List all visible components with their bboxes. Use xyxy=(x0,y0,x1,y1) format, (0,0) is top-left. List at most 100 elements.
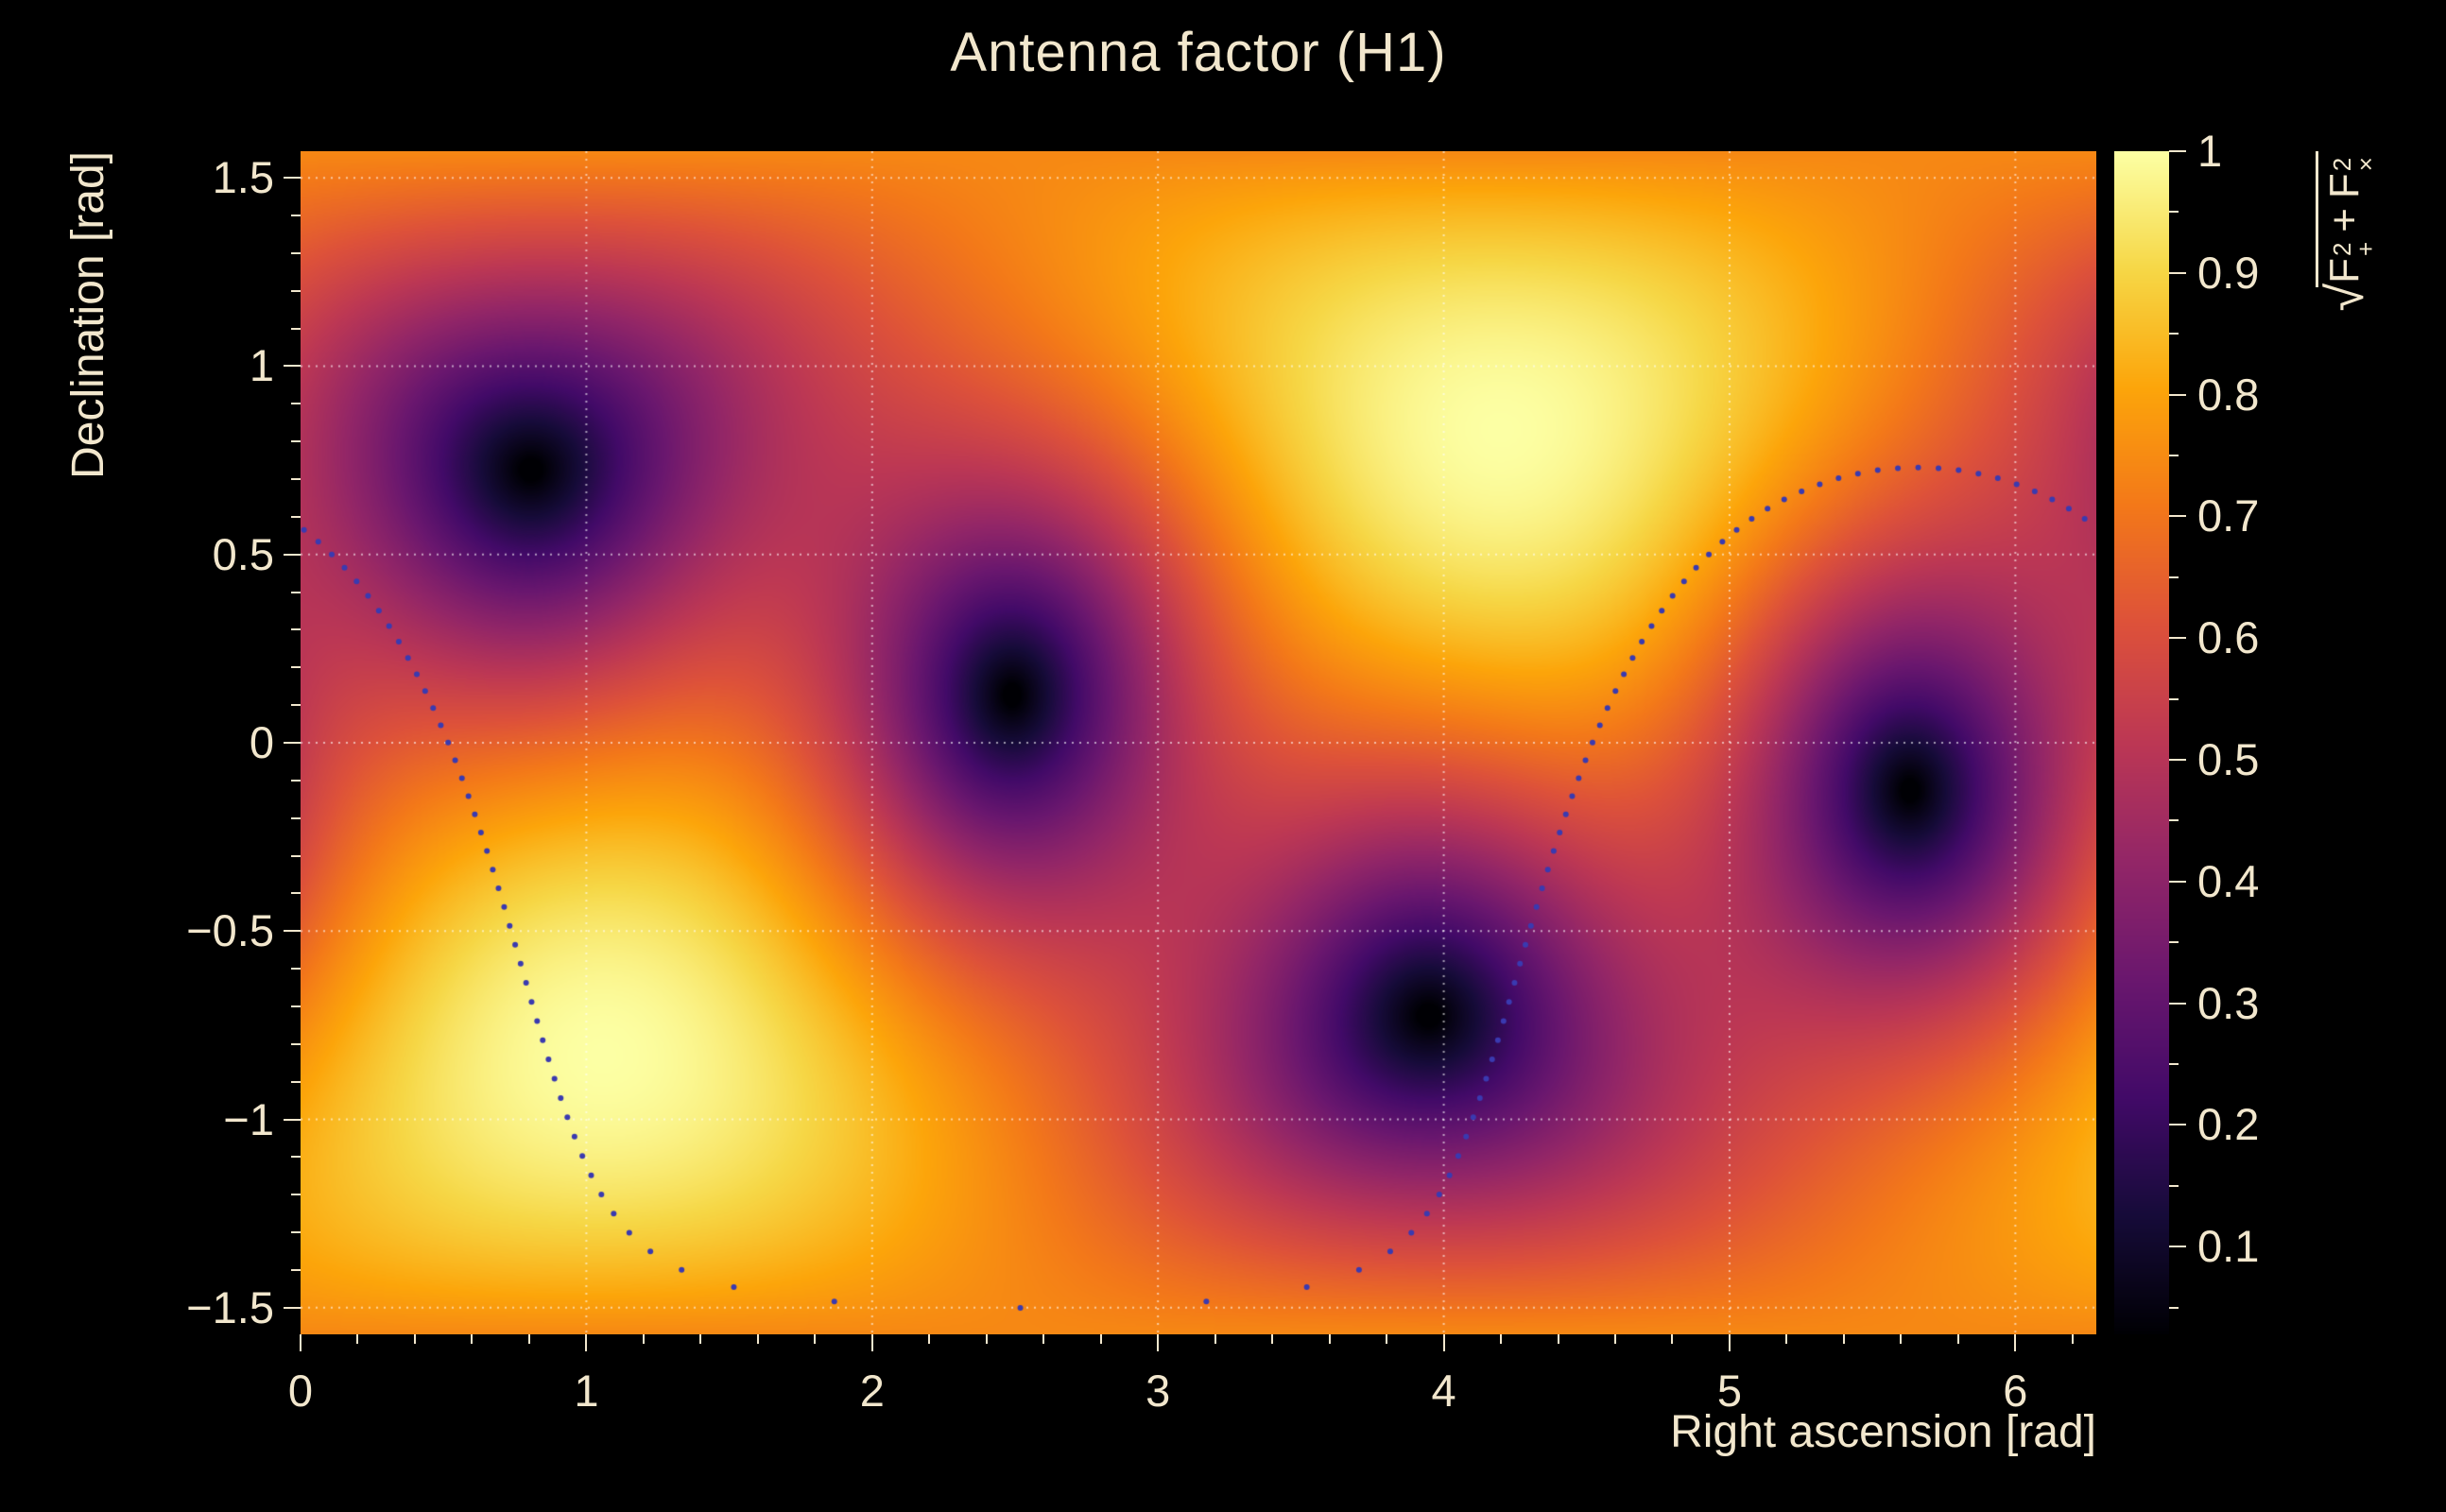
y-major-tick xyxy=(284,553,301,556)
y-tick-label: 1 xyxy=(249,340,274,391)
x-minor-tick xyxy=(1271,1334,1274,1344)
y-minor-tick xyxy=(291,704,301,707)
x-minor-tick xyxy=(814,1334,817,1344)
colorbar-minor-tick xyxy=(2169,1184,2179,1187)
y-tick-label: −1.5 xyxy=(186,1281,274,1332)
y-tick-label: 1.5 xyxy=(212,152,274,203)
colorbar-minor-tick xyxy=(2169,455,2179,457)
x-minor-tick xyxy=(985,1334,988,1344)
x-major-tick xyxy=(300,1334,301,1351)
x-minor-tick xyxy=(1785,1334,1788,1344)
colorbar-major-tick xyxy=(2169,150,2186,152)
x-minor-tick xyxy=(1214,1334,1216,1344)
x-tick-label: 2 xyxy=(859,1366,885,1416)
y-tick-label: −1 xyxy=(223,1093,274,1144)
y-major-tick xyxy=(284,1118,301,1121)
x-major-tick xyxy=(870,1334,873,1351)
y-major-tick xyxy=(284,1306,301,1309)
colorbar-minor-tick xyxy=(2169,941,2179,944)
x-minor-tick xyxy=(1956,1334,1959,1344)
y-minor-tick xyxy=(291,440,301,443)
colorbar-minor-tick xyxy=(2169,819,2179,822)
x-minor-tick xyxy=(928,1334,931,1344)
x-minor-tick xyxy=(471,1334,474,1344)
y-minor-tick xyxy=(291,1194,301,1196)
colorbar-major-tick xyxy=(2169,637,2186,640)
f-plus-scripts: 2 + xyxy=(2328,241,2380,256)
y-tick-label: −0.5 xyxy=(186,905,274,956)
x-minor-tick xyxy=(642,1334,645,1344)
y-minor-tick xyxy=(291,327,301,330)
sqrt-symbol: √ xyxy=(2317,283,2374,312)
y-major-tick xyxy=(284,177,301,180)
colorbar-major-tick xyxy=(2169,271,2186,274)
y-minor-tick xyxy=(291,816,301,819)
y-minor-tick xyxy=(291,1231,301,1234)
colorbar-tick-label: 0.3 xyxy=(2197,977,2260,1028)
colorbar-tick-label: 0.5 xyxy=(2197,734,2260,785)
x-minor-tick xyxy=(527,1334,530,1344)
y-minor-tick xyxy=(291,1268,301,1271)
x-minor-tick xyxy=(1500,1334,1503,1344)
x-tick-label: 3 xyxy=(1145,1366,1171,1416)
colorbar-tick-label: 0.1 xyxy=(2197,1221,2260,1272)
colorbar-minor-tick xyxy=(2169,576,2179,578)
y-minor-tick xyxy=(291,968,301,971)
x-major-tick xyxy=(1442,1334,1445,1351)
y-axis-title: Declination [rad] xyxy=(63,151,113,479)
y-minor-tick xyxy=(291,591,301,593)
colorbar-minor-tick xyxy=(2169,1063,2179,1066)
y-minor-tick xyxy=(291,289,301,292)
x-major-tick xyxy=(1157,1334,1160,1351)
x-tick-label: 0 xyxy=(287,1366,314,1416)
colorbar-major-tick xyxy=(2169,1246,2186,1248)
y-minor-tick xyxy=(291,666,301,669)
f-plus-base: F xyxy=(2321,257,2368,284)
f-cross-sub: × xyxy=(2351,157,2380,172)
plus-operator: + xyxy=(2321,208,2368,232)
y-minor-tick xyxy=(291,478,301,481)
x-minor-tick xyxy=(699,1334,702,1344)
x-major-tick xyxy=(2014,1334,2017,1351)
x-minor-tick xyxy=(1099,1334,1102,1344)
y-minor-tick xyxy=(291,892,301,895)
x-minor-tick xyxy=(1042,1334,1045,1344)
f-plus-sub: + xyxy=(2351,241,2380,256)
y-minor-tick xyxy=(291,854,301,857)
x-minor-tick xyxy=(1386,1334,1388,1344)
x-minor-tick xyxy=(1328,1334,1331,1344)
colorbar-tick-label: 0.4 xyxy=(2197,855,2260,906)
y-minor-tick xyxy=(291,779,301,782)
heatmap-canvas xyxy=(301,151,2096,1334)
y-tick-label: 0.5 xyxy=(212,528,274,579)
x-minor-tick xyxy=(1671,1334,1674,1344)
x-minor-tick xyxy=(756,1334,759,1344)
y-minor-tick xyxy=(291,628,301,631)
y-minor-tick xyxy=(291,403,301,405)
colorbar-minor-tick xyxy=(2169,697,2179,700)
x-major-tick xyxy=(1728,1334,1731,1351)
y-minor-tick xyxy=(291,251,301,254)
colorbar-tick-label: 0.7 xyxy=(2197,490,2260,541)
colorbar-canvas xyxy=(2114,151,2169,1334)
colorbar-tick-label: 0.8 xyxy=(2197,369,2260,420)
f-cross-scripts: 2 × xyxy=(2328,157,2380,172)
x-minor-tick xyxy=(356,1334,359,1344)
radicand: F 2 + +F 2 × xyxy=(2316,151,2380,287)
y-minor-tick xyxy=(291,1156,301,1159)
colorbar-minor-tick xyxy=(2169,333,2179,335)
x-minor-tick xyxy=(1557,1334,1559,1344)
colorbar-major-tick xyxy=(2169,1124,2186,1126)
y-major-tick xyxy=(284,365,301,368)
colorbar-tick-label: 0.9 xyxy=(2197,247,2260,298)
x-minor-tick xyxy=(413,1334,416,1344)
y-minor-tick xyxy=(291,1080,301,1083)
x-tick-label: 6 xyxy=(2003,1366,2028,1416)
x-minor-tick xyxy=(2071,1334,2074,1344)
y-minor-tick xyxy=(291,215,301,217)
y-minor-tick xyxy=(291,1042,301,1045)
colorbar-tick-label: 0.2 xyxy=(2197,1099,2260,1150)
f-cross-base: F xyxy=(2321,173,2368,199)
x-minor-tick xyxy=(1900,1334,1903,1344)
y-minor-tick xyxy=(291,515,301,518)
